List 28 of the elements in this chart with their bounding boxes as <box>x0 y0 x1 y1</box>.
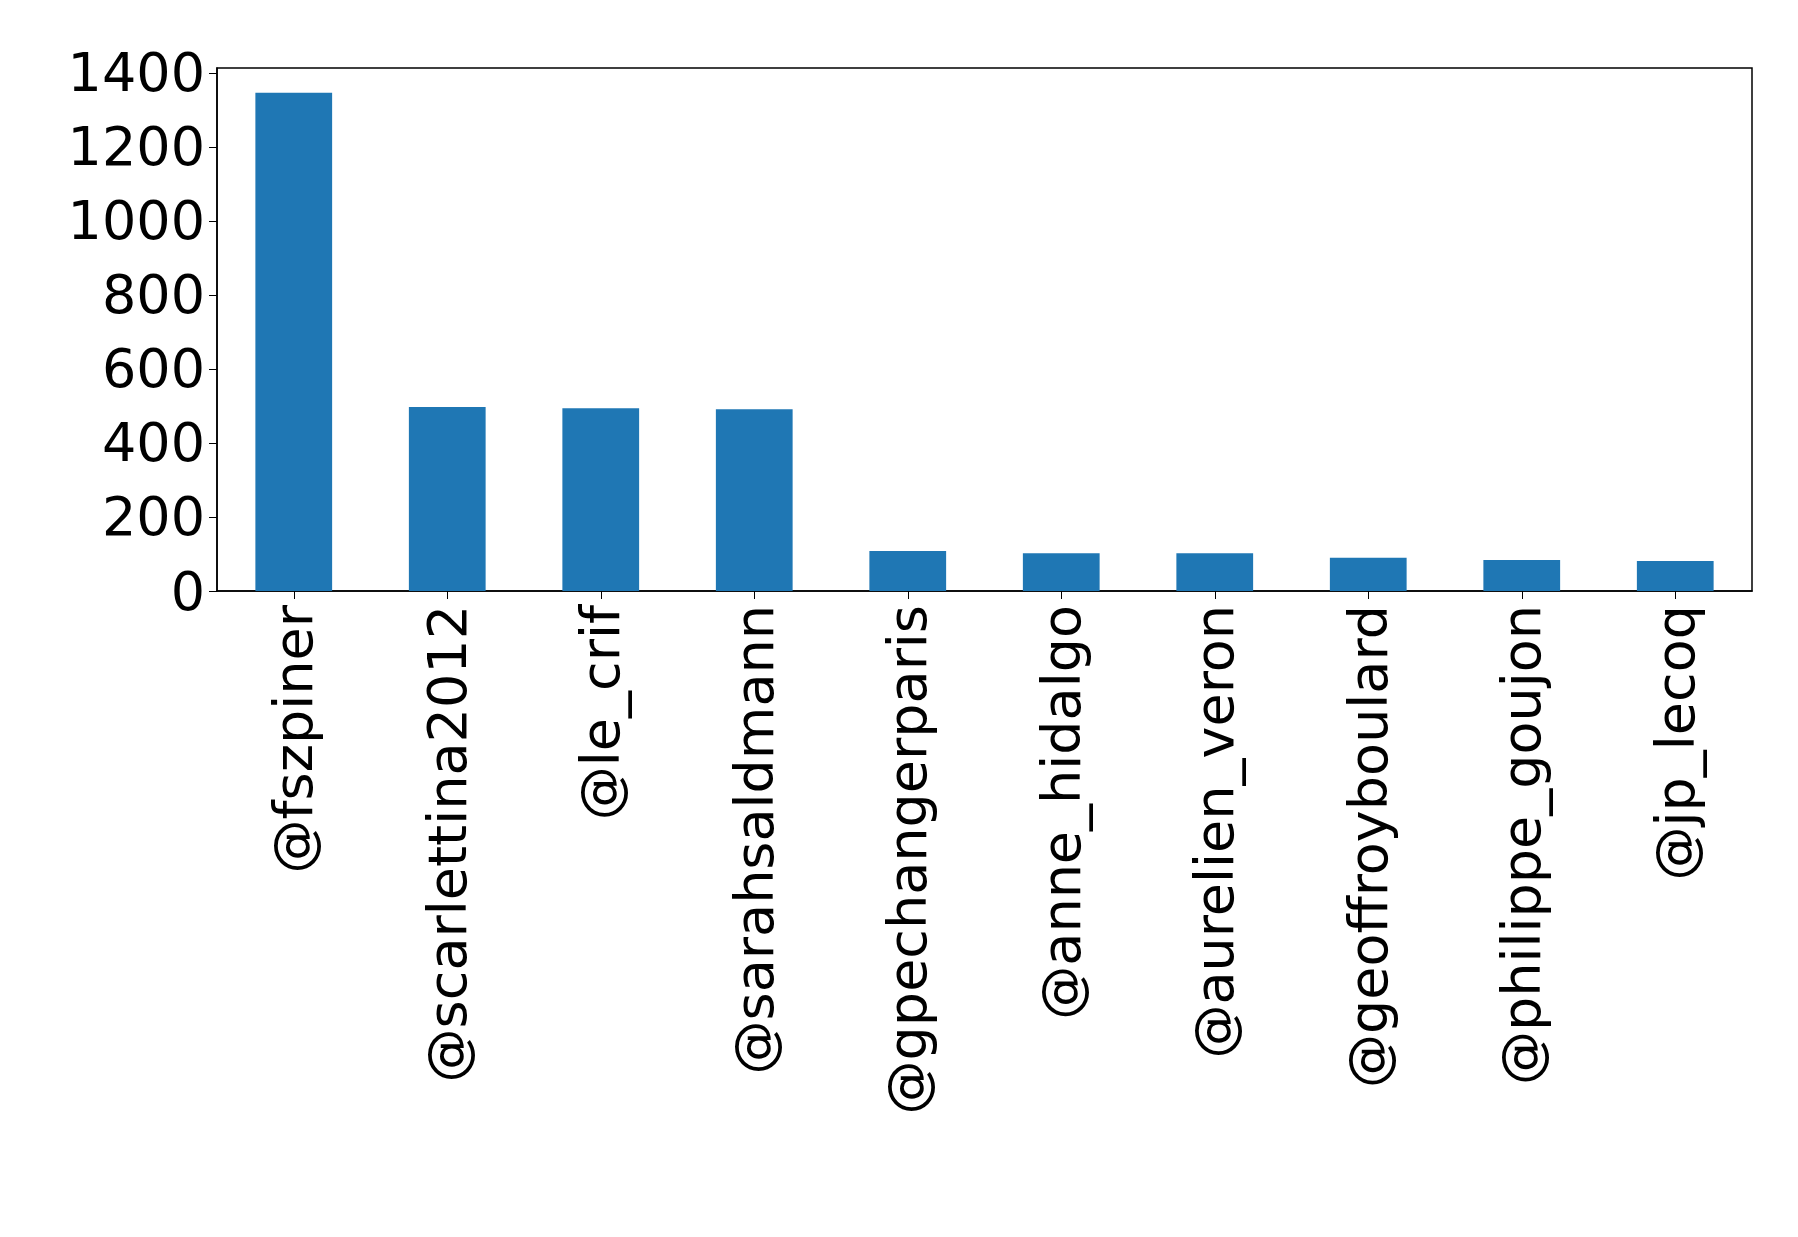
x-tick-label: @le_crif <box>569 603 633 821</box>
bar <box>1329 557 1407 591</box>
bar <box>1176 553 1254 591</box>
x-tick-label: @anne_hidalgo <box>1029 605 1093 1020</box>
bar <box>1636 561 1714 591</box>
x-tick-label: @scarlettina2012 <box>415 605 479 1083</box>
x-tick-label: @aurelien_veron <box>1183 605 1247 1059</box>
y-tick-label: 0 <box>170 559 205 623</box>
y-tick-label: 400 <box>101 411 205 475</box>
x-tick-label: @jp_lecoq <box>1643 605 1707 881</box>
bar <box>255 92 333 591</box>
x-tick-label: @geoffroyboulard <box>1336 605 1400 1088</box>
y-tick-label: 800 <box>101 263 205 327</box>
y-tick-label: 1000 <box>67 189 205 253</box>
x-tick-label: @fszpiner <box>262 604 326 874</box>
bar <box>1483 559 1561 591</box>
bar <box>869 551 947 591</box>
bar <box>715 409 793 591</box>
x-tick-label: @philippe_goujon <box>1490 605 1554 1086</box>
bar <box>562 408 640 591</box>
y-tick-label: 200 <box>101 485 205 549</box>
y-tick-label: 1200 <box>67 115 205 179</box>
bar <box>1022 553 1100 591</box>
x-tick-label: @sarahsaldmann <box>722 605 786 1075</box>
bar <box>408 407 486 591</box>
x-tick-label: @gpechangerparis <box>876 605 940 1115</box>
y-tick-label: 1400 <box>67 41 205 105</box>
y-tick-label: 600 <box>101 337 205 401</box>
